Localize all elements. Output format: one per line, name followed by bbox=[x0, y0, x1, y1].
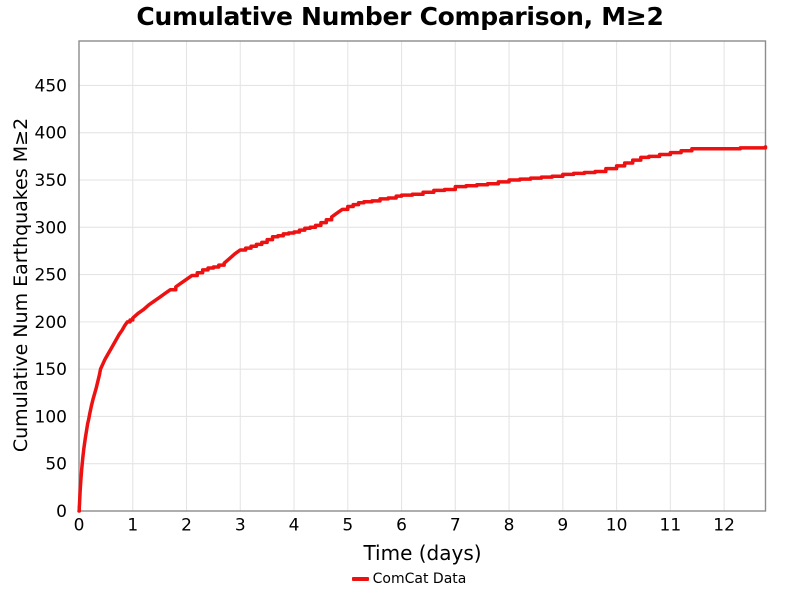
y-tick-label: 200 bbox=[35, 313, 67, 333]
x-tick-label: 6 bbox=[396, 516, 407, 536]
y-tick-label: 400 bbox=[35, 124, 67, 144]
x-axis-label: Time (days) bbox=[363, 541, 482, 565]
y-tick-label: 50 bbox=[45, 455, 67, 475]
y-tick-label: 0 bbox=[56, 502, 67, 522]
x-tick-label: 9 bbox=[557, 516, 568, 536]
x-tick-label: 4 bbox=[289, 516, 300, 536]
y-tick-label: 100 bbox=[35, 407, 67, 427]
legend-series-label: ComCat Data bbox=[372, 571, 467, 587]
series-line-comcat-data bbox=[77, 145, 768, 513]
y-tick-label: 250 bbox=[35, 266, 67, 286]
x-tick-label: 3 bbox=[235, 516, 246, 536]
x-tick-label: 1 bbox=[127, 516, 138, 536]
y-tick-label: 450 bbox=[35, 76, 67, 96]
chart-title: Cumulative Number Comparison, M≥2 bbox=[136, 2, 664, 31]
x-tick-label: 12 bbox=[713, 516, 735, 536]
legend-line-icon bbox=[351, 577, 369, 581]
x-tick-label: 10 bbox=[606, 516, 628, 536]
x-tick-label: 0 bbox=[74, 516, 85, 536]
y-axis-label: Cumulative Num Earthquakes M≥2 bbox=[10, 117, 32, 453]
y-tick-label: 350 bbox=[35, 171, 67, 191]
x-tick-label: 7 bbox=[450, 516, 461, 536]
y-tick-label: 150 bbox=[35, 360, 67, 380]
x-tick-label: 5 bbox=[342, 516, 353, 536]
x-tick-label: 8 bbox=[504, 516, 515, 536]
x-tick-label: 11 bbox=[660, 516, 682, 536]
y-tick-label: 300 bbox=[35, 218, 67, 238]
x-tick-label: 2 bbox=[181, 516, 192, 536]
plot-border bbox=[78, 40, 767, 512]
legend: ComCat Data bbox=[0, 571, 800, 587]
